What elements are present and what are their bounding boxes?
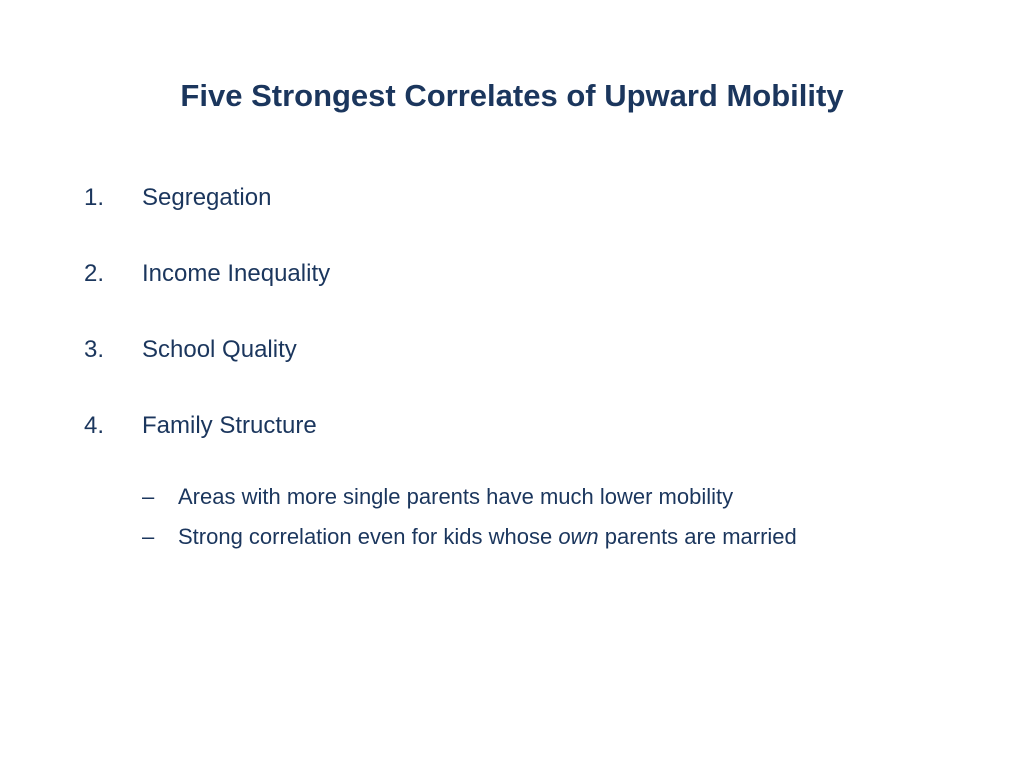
- list-item: Family Structure Areas with more single …: [70, 412, 954, 550]
- sub-text: Strong correlation even for kids whose: [178, 524, 558, 549]
- sub-list-item: Strong correlation even for kids whose o…: [142, 524, 954, 550]
- slide-container: Five Strongest Correlates of Upward Mobi…: [0, 0, 1024, 768]
- list-item-label: Income Inequality: [142, 260, 330, 287]
- numbered-list: Segregation Income Inequality School Qua…: [70, 184, 954, 550]
- list-item-label: Segregation: [142, 184, 271, 211]
- sub-text: parents are married: [605, 524, 797, 549]
- list-item-label: Family Structure: [142, 412, 317, 439]
- slide-title: Five Strongest Correlates of Upward Mobi…: [70, 78, 954, 114]
- sub-text: Areas with more single parents have much…: [178, 484, 733, 509]
- sub-text-em: own: [558, 524, 604, 549]
- sub-list-item: Areas with more single parents have much…: [142, 484, 954, 510]
- list-item-label: School Quality: [142, 336, 297, 363]
- list-item: Income Inequality: [70, 260, 954, 288]
- sub-list: Areas with more single parents have much…: [142, 484, 954, 550]
- list-item: Segregation: [70, 184, 954, 212]
- list-item: School Quality: [70, 336, 954, 364]
